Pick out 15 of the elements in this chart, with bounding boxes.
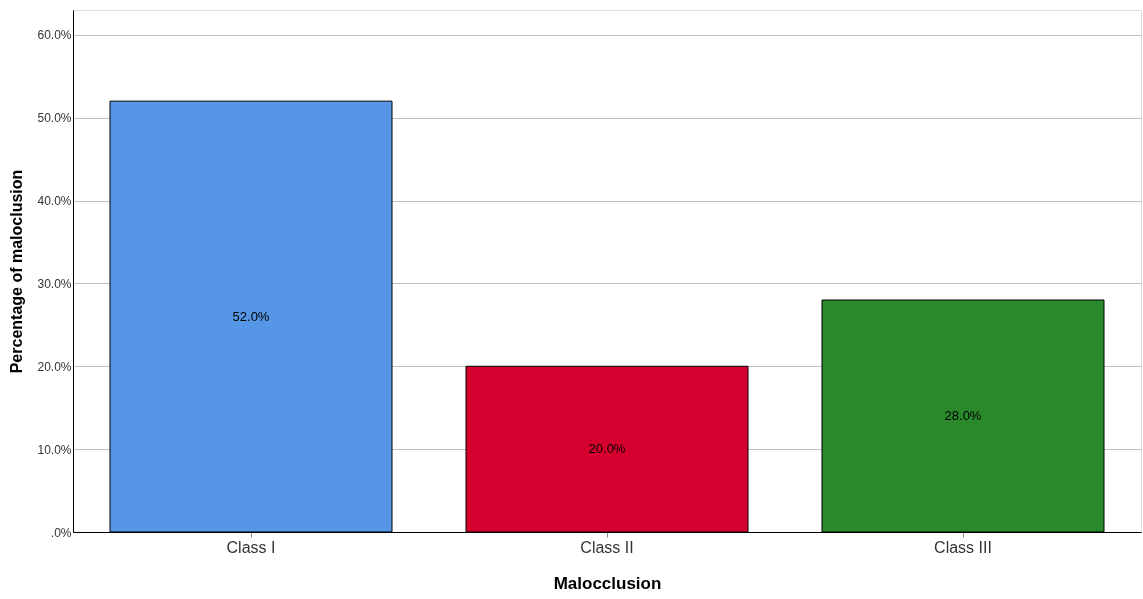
y-tick-label: 10.0% — [37, 442, 72, 457]
x-axis-title: Malocclusion — [553, 573, 662, 593]
y-tick-label: 20.0% — [37, 359, 72, 374]
y-tick-label: .0% — [50, 525, 72, 540]
y-tick-label: 40.0% — [37, 194, 72, 209]
data-label: 28.0% — [944, 408, 982, 423]
y-tick-label: 30.0% — [37, 276, 72, 291]
data-label: 20.0% — [588, 441, 626, 457]
y-tick-label: 60.0% — [37, 28, 72, 43]
y-tick-label: 50.0% — [37, 111, 72, 126]
data-label: 52.0% — [232, 308, 270, 324]
x-tick-label: Class II — [580, 538, 634, 556]
y-axis-title: Percentage of maloclusion — [8, 169, 26, 374]
x-tick-label: Class I — [226, 538, 276, 556]
x-tick-label: Class III — [934, 538, 992, 556]
